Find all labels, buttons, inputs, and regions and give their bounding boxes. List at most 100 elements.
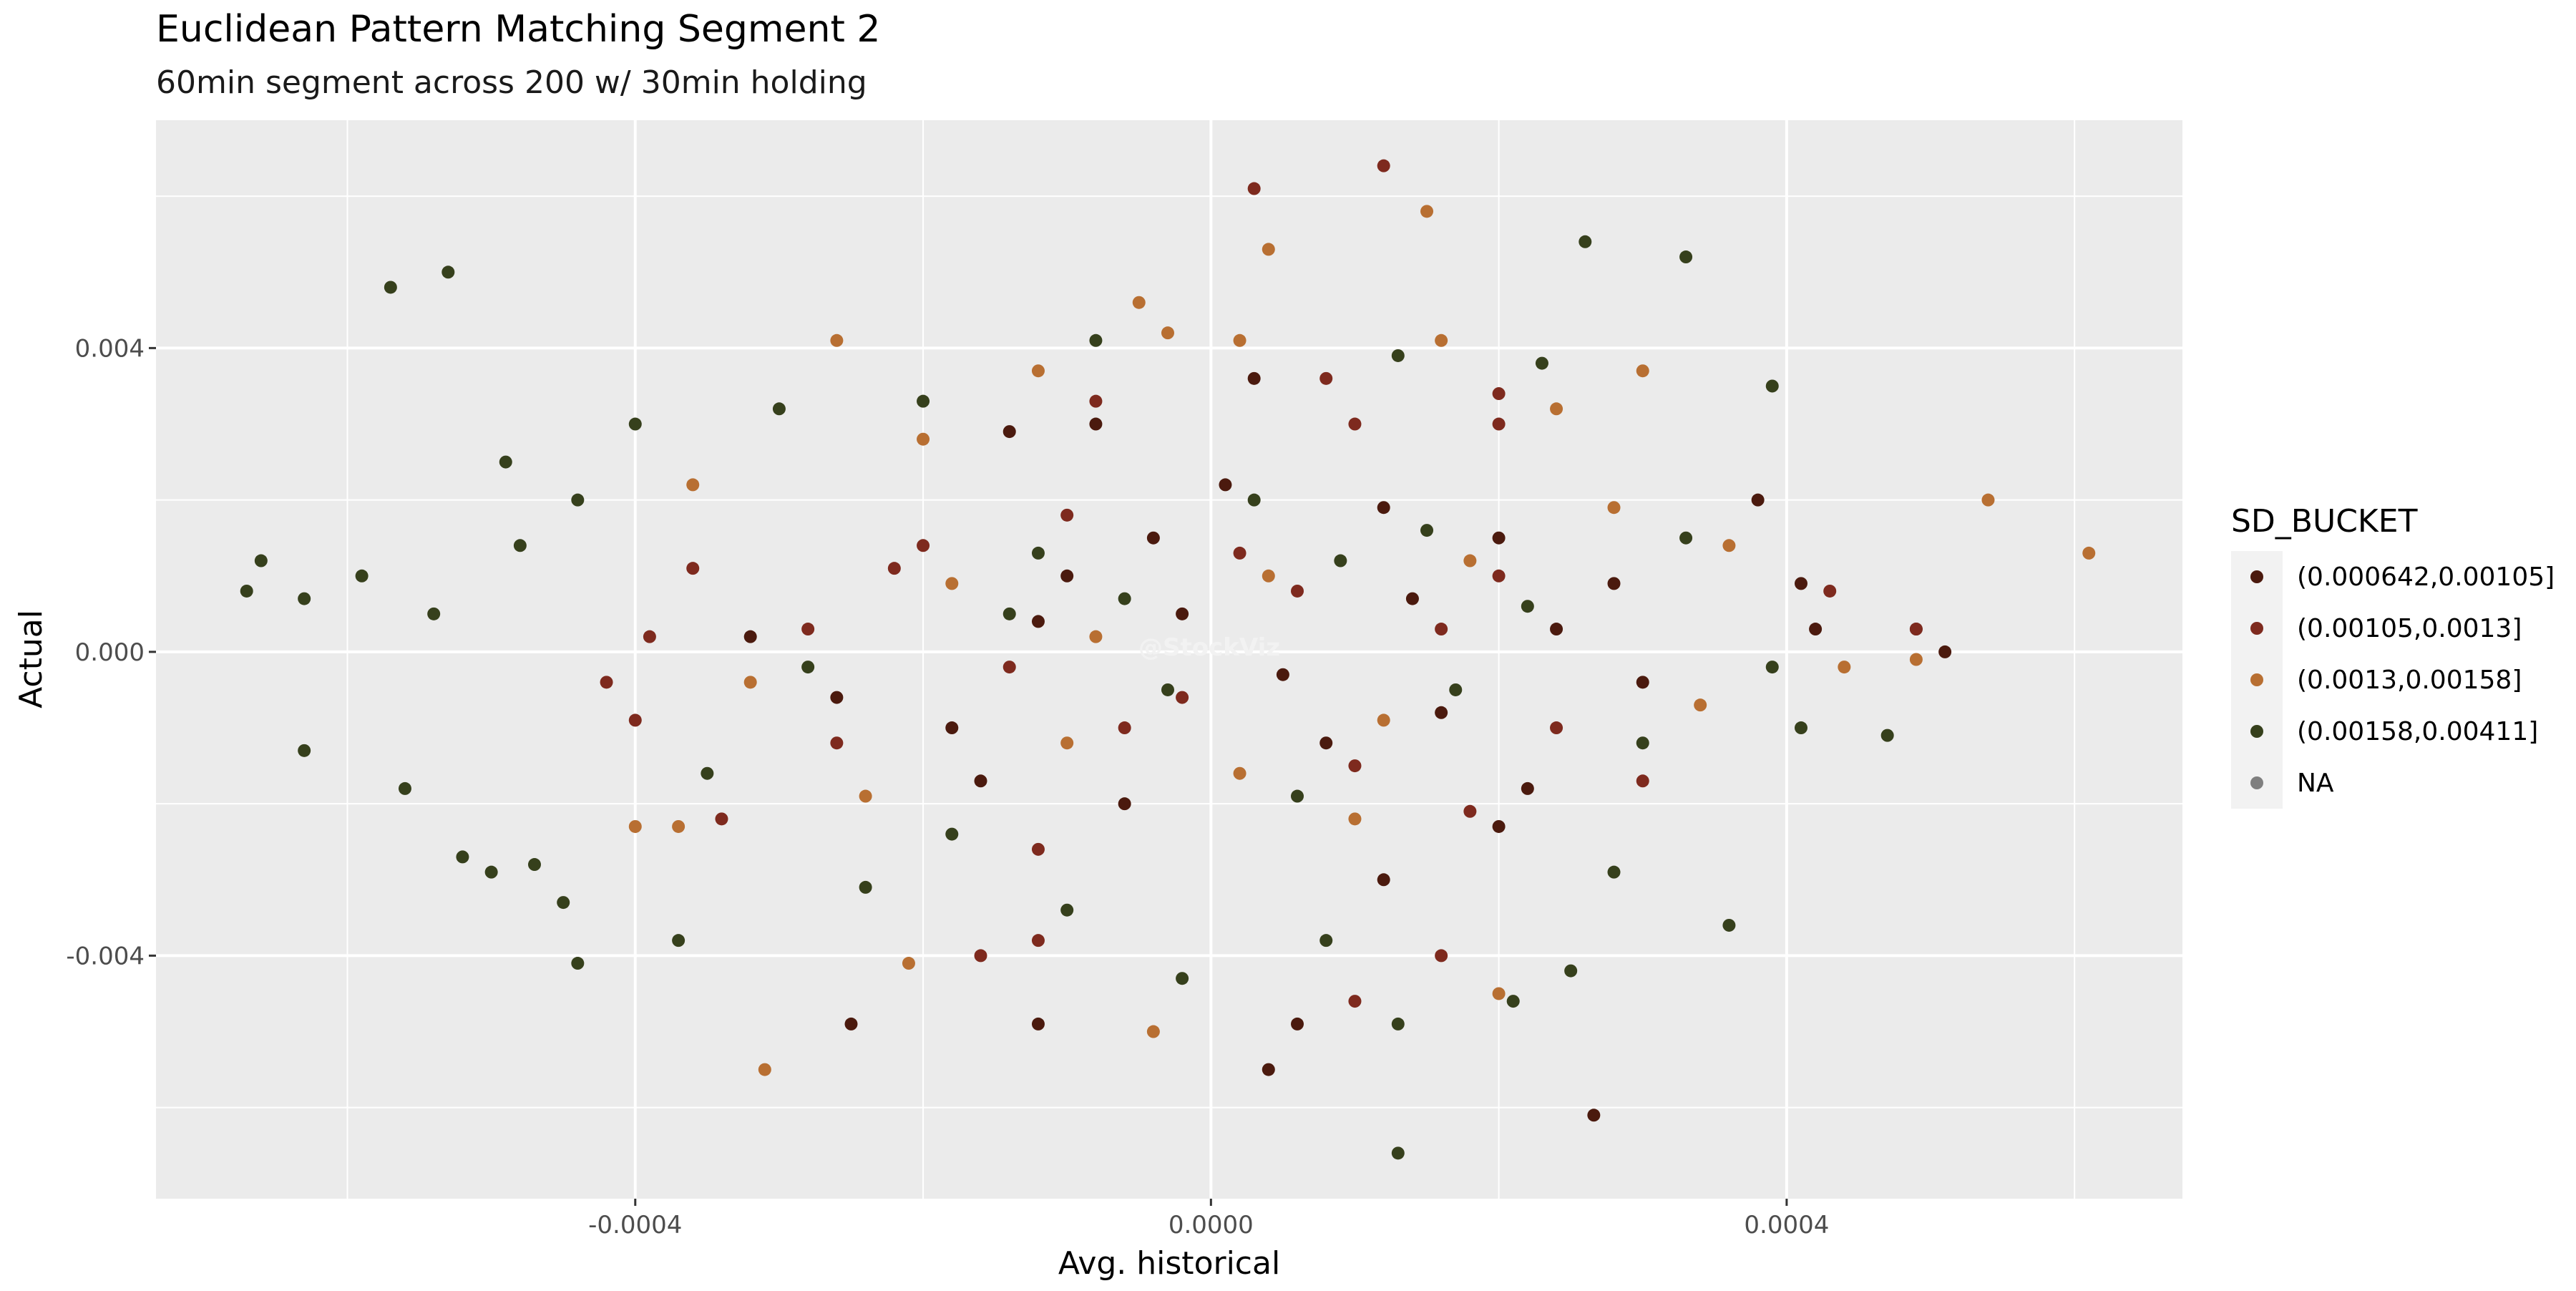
scatter-point-series-1 — [1276, 668, 1289, 681]
scatter-point-series-1 — [1405, 592, 1419, 605]
scatter-point-series-2 — [628, 713, 642, 727]
scatter-point-series-1 — [743, 630, 757, 643]
scatter-point-series-1 — [1492, 531, 1506, 545]
x-tick-label: 0.0004 — [1744, 1211, 1829, 1239]
scatter-point-series-2 — [830, 736, 844, 750]
scatter-point-series-4 — [1334, 554, 1347, 567]
y-tick-label: 0.000 — [75, 638, 145, 667]
scatter-point-series-3 — [1132, 296, 1146, 309]
scatter-point-series-1 — [1550, 623, 1563, 636]
scatter-point-series-1 — [1089, 417, 1103, 431]
scatter-point-series-2 — [1031, 842, 1045, 856]
scatter-point-series-1 — [1031, 615, 1045, 628]
scatter-point-series-2 — [1492, 387, 1506, 401]
scatter-point-series-3 — [1089, 630, 1103, 643]
scatter-point-series-4 — [1391, 349, 1405, 362]
y-axis: -0.004 0.000 0.004 — [66, 334, 156, 970]
scatter-point-series-3 — [1060, 736, 1074, 750]
x-axis-label: Avg. historical — [1058, 1245, 1280, 1282]
scatter-point-series-3 — [859, 789, 872, 803]
scatter-point-series-1 — [1031, 1017, 1045, 1031]
scatter-point-series-2 — [1492, 417, 1506, 431]
scatter-point-series-3 — [1031, 364, 1045, 378]
scatter-point-series-2 — [686, 562, 700, 575]
scatter-point-series-3 — [1607, 501, 1621, 515]
scatter-point-series-2 — [643, 630, 656, 643]
legend: SD_BUCKET (0.000642,0.00105] (0.00105,0.0… — [2231, 503, 2555, 809]
scatter-point-series-1 — [1247, 371, 1261, 385]
scatter-point-series-4 — [1506, 995, 1520, 1008]
watermark-text: @StockViz — [1138, 633, 1280, 662]
scatter-point-series-1 — [1636, 676, 1649, 689]
scatter-point-series-4 — [571, 493, 585, 507]
scatter-point-series-2 — [1031, 934, 1045, 947]
scatter-point-series-1 — [1319, 736, 1333, 750]
scatter-point-series-4 — [456, 850, 469, 864]
scatter-point-series-3 — [1550, 402, 1563, 416]
grid-major-lines — [156, 120, 2182, 1199]
scatter-point-series-3 — [1492, 987, 1506, 1000]
scatter-points — [240, 159, 2096, 1160]
scatter-point-series-1 — [974, 774, 987, 788]
scatter-point-series-4 — [1002, 607, 1016, 620]
scatter-point-series-4 — [672, 934, 686, 947]
scatter-point-series-1 — [1118, 797, 1131, 811]
legend-key-swatch — [2250, 725, 2263, 738]
legend-key-swatch — [2250, 776, 2263, 789]
scatter-point-series-3 — [1377, 713, 1390, 727]
x-tick-label: -0.0004 — [588, 1211, 682, 1239]
scatter-point-series-2 — [1435, 949, 1448, 963]
scatter-point-series-4 — [298, 592, 311, 605]
scatter-point-series-4 — [1291, 789, 1304, 803]
scatter-point-series-2 — [1636, 774, 1649, 788]
scatter-point-series-1 — [945, 721, 959, 735]
scatter-point-series-2 — [917, 539, 930, 552]
scatter-point-series-3 — [1636, 364, 1649, 378]
grid-minor-lines — [156, 120, 2182, 1199]
y-axis-label: Actual — [13, 610, 49, 708]
legend-key-swatch — [2250, 622, 2263, 635]
scatter-point-series-4 — [801, 661, 815, 674]
scatter-point-series-3 — [830, 333, 844, 347]
scatter-point-series-4 — [484, 865, 498, 879]
scatter-point-series-3 — [758, 1063, 771, 1076]
scatter-point-series-4 — [1420, 524, 1434, 537]
scatter-point-series-4 — [1679, 531, 1693, 545]
scatter-point-series-3 — [1233, 333, 1246, 347]
scatter-point-series-4 — [859, 880, 872, 894]
scatter-point-series-1 — [1751, 493, 1765, 507]
legend-entry-label: (0.00105,0.0013] — [2297, 614, 2522, 643]
scatter-point-series-3 — [686, 478, 700, 492]
scatter-point-series-1 — [1262, 1063, 1275, 1076]
scatter-point-series-1 — [1146, 531, 1160, 545]
legend-title: SD_BUCKET — [2231, 503, 2418, 540]
scatter-point-series-3 — [902, 957, 915, 970]
chart-subtitle: 60min segment across 200 w/ 30min holdin… — [156, 64, 867, 101]
scatter-point-series-4 — [1031, 546, 1045, 560]
scatter-point-series-4 — [298, 744, 311, 757]
scatter-point-series-4 — [1176, 972, 1189, 985]
scatter-point-series-1 — [1587, 1109, 1601, 1122]
scatter-point-series-2 — [600, 676, 613, 689]
scatter-point-series-2 — [1291, 584, 1304, 598]
scatter-point-series-2 — [715, 812, 728, 826]
scatter-point-series-4 — [355, 569, 369, 583]
scatter-point-series-4 — [1636, 736, 1649, 750]
scatter-point-series-3 — [628, 819, 642, 833]
scatter-point-series-3 — [672, 819, 686, 833]
scatter-point-series-2 — [1089, 394, 1103, 408]
scatter-point-series-1 — [1435, 706, 1448, 719]
legend-key-swatch — [2250, 673, 2263, 686]
scatter-point-series-1 — [1492, 819, 1506, 833]
scatter-point-series-4 — [772, 402, 786, 416]
scatter-point-series-3 — [1981, 493, 1995, 507]
scatter-point-series-2 — [801, 623, 815, 636]
scatter-point-series-3 — [1262, 569, 1275, 583]
scatter-point-series-2 — [1492, 569, 1506, 583]
scatter-point-series-2 — [1823, 584, 1837, 598]
x-tick-label: 0.0000 — [1169, 1211, 1254, 1239]
scatter-point-series-4 — [1880, 729, 1894, 742]
x-axis: -0.0004 0.0000 0.0004 — [588, 1199, 1829, 1239]
scatter-point-series-2 — [1909, 623, 1923, 636]
